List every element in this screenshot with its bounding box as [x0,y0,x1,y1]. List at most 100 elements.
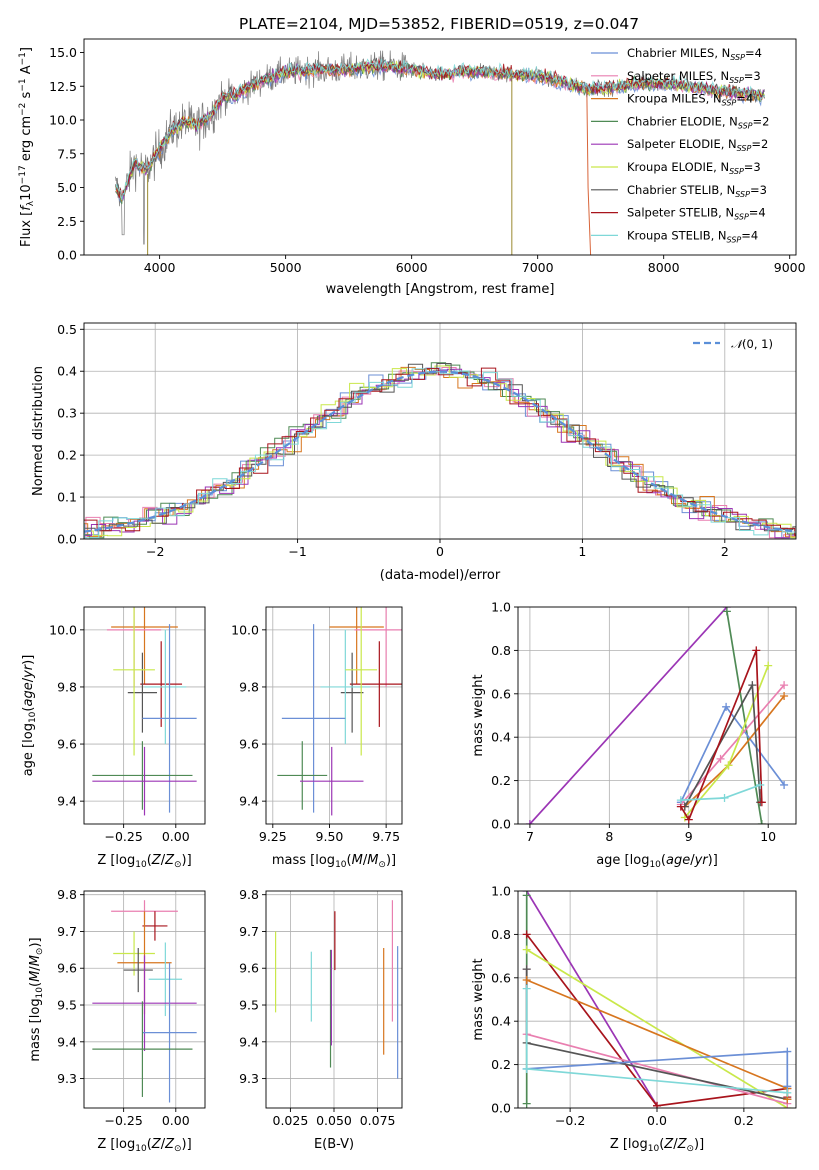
x-tick-label: 5000 [270,260,302,275]
panel-spectrum: 4000 5000 6000 7000 8000 9000 0.0 2.5 5.0 7.5 10.0… [18,38,806,297]
axes-frame [83,606,206,825]
weight-marker [522,1064,531,1073]
model-line-kroupa_stelib [115,58,765,201]
age_vs_Z-plot-area [92,607,197,816]
x-tick-label: 2 [721,544,729,559]
legend-label: Chabrier ELODIE, NSSP=2 [627,114,769,130]
axes-frame [517,606,797,825]
y-tick-label: 0.2 [491,1057,511,1072]
weight-line-chabrier_elodie [726,611,763,824]
normal-reference-curve [84,370,796,533]
weight-marker [722,702,731,711]
x-tick-label: 9.50 [316,829,344,844]
y-axis-label: Normed distribution [31,366,46,496]
weight-marker [525,820,534,824]
residual-plot-area [84,362,796,539]
y-tick-label: 0.4 [491,1014,511,1029]
weight-marker [522,930,531,939]
residual-histogram-chabrier_miles [84,367,796,539]
y-tick-label: 0.4 [57,364,77,379]
y-tick-label: 2.5 [57,214,77,229]
mass_vs_Z-plot-area [92,900,197,1103]
age_vs_mass-plot-area [277,607,402,816]
weight-line-salpeter_elodie [525,891,658,1107]
residual-histogram-kroupa_elodie [84,365,796,539]
y-tick-label: 9.6 [57,961,77,976]
x-tick-label: 8000 [648,260,680,275]
x-axis-label: Z [log10(Z/Z⊙)] [610,1137,704,1154]
panel-weight_vs_age: 7 8 9 10 0.0 0.2 0.4 0.6 0.8 1.0 age [log10(age/yr… [471,600,797,870]
x-tick-label: 0.00 [162,829,190,844]
weight-marker [720,793,729,802]
weight-marker [522,965,531,974]
x-tick-label: 9 [685,829,693,844]
legend-label: Salpeter STELIB, NSSP=4 [627,206,766,222]
x-tick-label: 0.00 [162,1113,190,1128]
x-tick-label: 10 [760,829,776,844]
y-tick-label: 9.8 [239,887,259,902]
weight-marker [522,891,531,900]
weight-marker [780,691,789,700]
y-axis-label: mass weight [471,674,486,756]
weight-marker [757,798,766,807]
weight-marker [684,815,693,824]
spectrum-plot-area [115,50,765,255]
y-tick-label: 9.6 [239,961,259,976]
y-tick-label: 7.5 [57,146,77,161]
y-tick-label: 0.0 [57,248,77,263]
residual-histogram-chabrier_stelib [84,363,796,532]
legend-label: 𝒩(0, 1) [731,337,773,351]
x-axis-label: age [log10(age/yr)] [596,853,718,870]
y-tick-label: 9.3 [239,1071,259,1086]
legend-label: Chabrier MILES, NSSP=4 [627,46,762,62]
weight-marker [752,646,761,655]
weight_vs_age-plot-area [525,607,789,824]
weight-marker [783,1047,792,1056]
y-tick-label: 0.8 [491,643,511,658]
x-tick-label: 0.0 [647,1113,667,1128]
weight-marker [764,661,773,670]
weight-marker [522,945,531,954]
y-tick-label: 9.5 [57,998,77,1013]
y-tick-label: 10.0 [49,622,77,637]
x-axis-label: (data-model)/error [380,568,501,583]
x-tick-label: 8 [605,829,613,844]
legend-label: Kroupa STELIB, NSSP=4 [627,228,758,244]
x-tick-label: −0.25 [104,829,142,844]
x-tick-label: −2 [146,544,164,559]
x-tick-label: 9.25 [259,829,287,844]
x-tick-label: 4000 [144,260,176,275]
y-tick-label: 0.5 [57,322,77,337]
x-axis-label: wavelength [Angstrom, rest frame] [326,282,555,297]
x-tick-label: −0.25 [104,1113,142,1128]
y-tick-label: 0.0 [57,532,77,547]
x-axis-label: E(B-V) [314,1137,354,1152]
y-tick-label: 0.0 [491,817,511,832]
y-tick-label: 9.3 [57,1071,77,1086]
axes-frame [265,606,403,825]
y-tick-label: 9.4 [239,1034,259,1049]
legend-label: Kroupa MILES, NSSP=4 [627,92,753,108]
y-tick-label: 9.7 [239,924,259,939]
y-tick-label: 5.0 [57,180,77,195]
y-tick-label: 9.7 [57,924,77,939]
y-tick-label: 9.4 [57,1034,77,1049]
x-tick-label: 7 [526,829,534,844]
y-tick-label: 12.5 [49,79,77,94]
figure-title: PLATE=2104, MJD=53852, FIBERID=0519, z=0… [239,15,639,33]
x-tick-label: 0.075 [360,1113,396,1128]
y-tick-label: 0.2 [57,448,77,463]
weight-line-salpeter_stelib [680,650,763,822]
weight-marker [722,607,731,616]
panel-residuals: −2 −1 0 1 2 0.0 0.1 0.2 0.3 0.4 0.5 (data-model)/er… [31,322,797,583]
weight-marker [780,780,789,789]
weight-marker [522,1099,531,1108]
y-tick-label: 9.6 [239,737,259,752]
y-tick-label: 0.8 [491,927,511,942]
y-axis-label: age [log10(age/yr)] [21,655,38,777]
y-tick-label: 0.0 [491,1101,511,1116]
weight-marker [748,681,757,690]
y-tick-label: 15.0 [49,45,77,60]
y-axis-label: Flux [fλ10−17 erg cm−2 s−1 A−1] [18,47,36,247]
weight-marker [756,780,765,789]
